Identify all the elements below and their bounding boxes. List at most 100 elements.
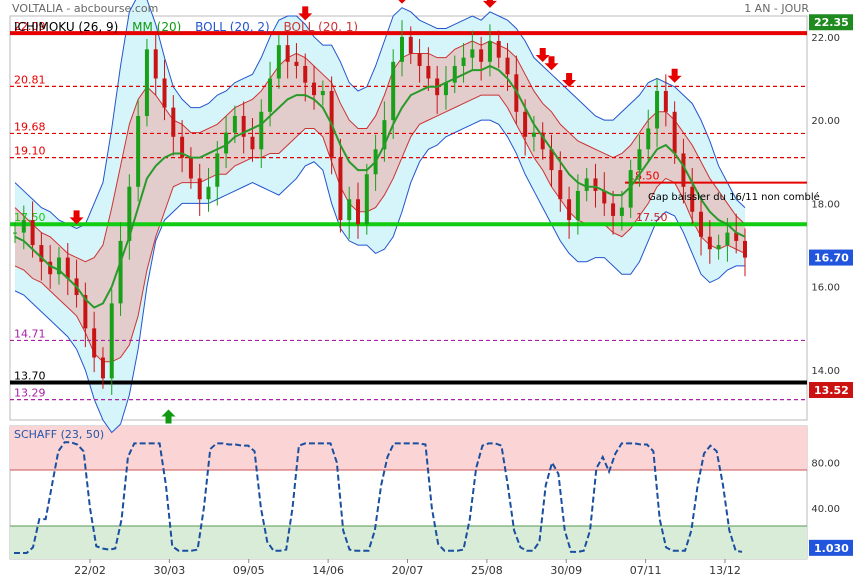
x-tick-label: 25/08 <box>471 564 503 577</box>
x-tick-label: 20/07 <box>392 564 424 577</box>
candle-body <box>39 245 44 262</box>
candle-body <box>144 49 149 116</box>
price-badge-low <box>809 382 853 399</box>
candle-body <box>347 199 352 221</box>
candle-body <box>382 120 387 150</box>
candle-body <box>276 45 281 79</box>
candle-body <box>92 328 97 358</box>
candle-body <box>690 186 695 212</box>
candle-body <box>312 82 317 96</box>
candle-body <box>13 232 17 234</box>
level-label: 18.50 <box>628 170 660 183</box>
level-label: 17.50 <box>14 211 46 224</box>
legend-ma: MM (20) <box>132 20 182 34</box>
candle-body <box>637 149 642 171</box>
candle-body <box>496 40 501 58</box>
candle-body <box>743 240 747 258</box>
candle-body <box>118 240 123 304</box>
x-tick-label: 30/09 <box>550 564 582 577</box>
candle-body <box>531 132 536 137</box>
gap-annotation: Gap baissier du 16/11 non comblé <box>648 192 820 203</box>
level-label: 14.71 <box>14 327 46 340</box>
sell-arrow-icon <box>69 210 84 225</box>
schaff-panel <box>9 425 808 560</box>
candle-body <box>364 174 369 225</box>
schaff-title: SCHAFF (23, 50) <box>14 428 105 441</box>
boll2-lower-line <box>14 119 745 434</box>
price-badge-high <box>809 14 853 31</box>
candle-body <box>734 232 739 241</box>
legend-boll2: BOLL (20, 2) <box>195 20 270 34</box>
candle-body <box>505 57 510 75</box>
candle-body <box>549 149 554 171</box>
candle-body <box>206 186 211 200</box>
candle-body <box>417 53 422 66</box>
overbought-zone <box>10 426 807 470</box>
boll1-lower-line <box>14 94 746 363</box>
candle-body <box>241 115 246 137</box>
candle-body <box>611 203 616 216</box>
candle-body <box>65 257 70 279</box>
candle-body <box>224 132 229 154</box>
candle-body <box>699 211 704 237</box>
candle-body <box>268 78 273 112</box>
osc-y-tick-label: 80.00 <box>811 459 840 470</box>
candle-body <box>593 178 598 191</box>
candle-body <box>707 236 712 250</box>
candle-body <box>479 49 484 62</box>
candle-body <box>180 136 185 158</box>
candle-body <box>716 245 721 250</box>
candle-body <box>171 107 176 137</box>
candle-body <box>250 136 255 150</box>
sell-arrow-icon <box>544 56 559 71</box>
x-tick-label: 30/03 <box>154 564 186 577</box>
y-tick-label: 16.00 <box>811 283 840 294</box>
candle-body <box>461 57 466 66</box>
level-label: 13.29 <box>14 387 46 400</box>
candle-body <box>320 90 325 96</box>
x-tick-label: 07/11 <box>630 564 662 577</box>
candle-body <box>188 157 193 179</box>
schaff-badge-last-label: 1.030 <box>814 542 849 555</box>
x-tick-label: 14/06 <box>312 564 344 577</box>
y-tick-label: 18.00 <box>811 199 840 210</box>
y-tick-label: 14.00 <box>811 366 840 377</box>
candle-body <box>646 128 651 150</box>
candle-body <box>602 190 607 204</box>
sell-arrow-icon <box>298 6 313 21</box>
candle-body <box>399 36 404 62</box>
boll2-upper-line <box>14 0 746 229</box>
sell-arrow-icon <box>482 0 497 8</box>
candle-body <box>443 82 448 96</box>
candle-body <box>30 220 35 246</box>
sell-arrow-icon <box>398 0 406 4</box>
sell-arrow-icon <box>535 47 550 62</box>
candle-body <box>127 186 132 241</box>
candle-body <box>338 157 343 221</box>
candle-body <box>470 49 475 58</box>
candle-body <box>56 257 61 275</box>
schaff-badge-last <box>809 539 853 556</box>
candle-body <box>584 178 589 191</box>
chart-period: 1 AN - JOUR <box>744 2 809 15</box>
level-label: 22.09 <box>14 20 46 33</box>
osc-y-tick-label: 40.00 <box>811 504 840 515</box>
schaff-line <box>14 441 743 554</box>
candle-body <box>575 190 580 221</box>
indicator-legend: ICHIMOKU (26, 9) MM (20) BOLL (20, 2) BO… <box>14 20 358 34</box>
price-badge-last <box>809 249 853 266</box>
price-badge-high-label: 22.35 <box>814 16 849 29</box>
candle-body <box>619 207 624 216</box>
boll1-upper-line <box>14 40 746 263</box>
candle-body <box>162 78 167 108</box>
candle-body <box>136 115 141 187</box>
chart-source: VOLTALIA - abcbourse.com <box>12 2 159 15</box>
oversold-zone <box>10 526 807 559</box>
candle-body <box>391 61 396 121</box>
price-badge-low-label: 13.52 <box>814 384 849 397</box>
level-label: 13.70 <box>14 370 46 383</box>
x-tick-label: 09/05 <box>233 564 265 577</box>
candle-body <box>197 178 202 200</box>
candle-body <box>294 61 299 66</box>
